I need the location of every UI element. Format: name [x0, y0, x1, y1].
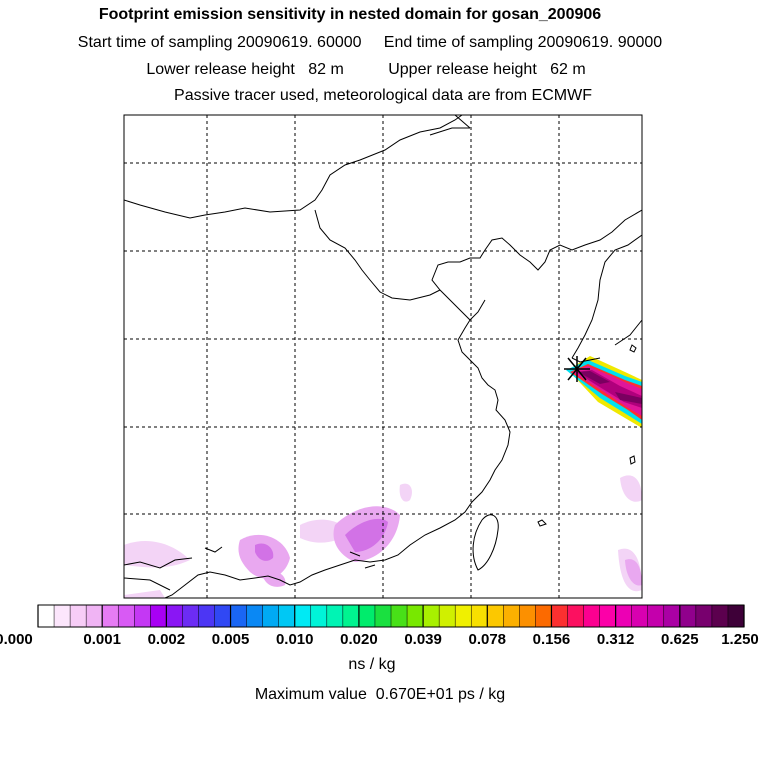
colorbar-tick-label: 0.005 — [212, 631, 250, 648]
colorbar-tick-label: 1.250 — [721, 631, 759, 648]
colorbar-tick-label: 0.156 — [533, 631, 571, 648]
emission-plume — [566, 356, 642, 428]
colorbar-tick-label: 0.002 — [148, 631, 186, 648]
lat-lon-grid — [124, 115, 642, 598]
coastlines — [124, 115, 642, 598]
sampling-time-line: Start time of sampling 20090619. 60000 E… — [77, 34, 663, 51]
colorbar-tick-label: 0.039 — [404, 631, 442, 648]
colorbar-tick-label: 0.020 — [340, 631, 378, 648]
colorbar-tick-label: 0.001 — [83, 631, 121, 648]
colorbar-tick-label: 0.625 — [661, 631, 699, 648]
max-value-text: Maximum value 0.670E+01 ps / kg — [254, 686, 506, 703]
release-height-line: Lower release height 82 m Upper release … — [146, 61, 586, 78]
receptor-star-icon — [564, 356, 590, 382]
colorbar-tick-label: 0.312 — [597, 631, 635, 648]
map-frame — [123, 114, 643, 599]
map-title: Footprint emission sensitivity in nested… — [98, 6, 602, 23]
colorbar-tick-label: 0.000 — [0, 631, 33, 648]
colorbar-tick-label: 0.010 — [276, 631, 314, 648]
colorbar-units: ns / kg — [348, 656, 396, 673]
sensitivity-field — [124, 475, 642, 598]
colorbar-tick-label: 0.078 — [468, 631, 506, 648]
footprint-map — [123, 114, 643, 599]
tracer-info-line: Passive tracer used, meteorological data… — [174, 87, 592, 104]
colorbar-tick-labels: 0.000 0.001 0.002 0.005 0.010 0.020 0.039 0.078… — [0, 631, 759, 648]
